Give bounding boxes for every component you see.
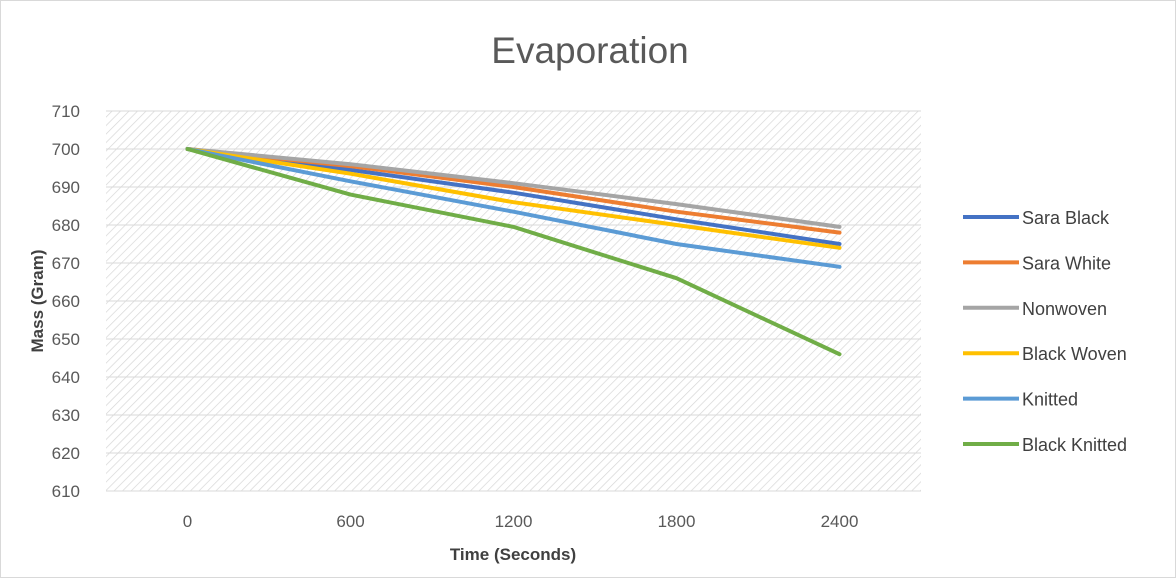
y-tick-label: 710	[52, 102, 80, 121]
legend-label: Nonwoven	[1022, 299, 1107, 319]
y-tick-label: 620	[52, 444, 80, 463]
y-tick-label: 690	[52, 178, 80, 197]
series-line	[185, 147, 842, 246]
y-tick-label: 660	[52, 292, 80, 311]
x-tick-label: 0	[183, 512, 192, 531]
y-axis: 610 620 630 640 650 660 670 680 690 700 710	[52, 102, 80, 501]
x-axis-title: Time (Seconds)	[450, 545, 576, 564]
x-tick-label: 1800	[658, 512, 696, 531]
series-line	[185, 147, 842, 357]
series-line	[185, 147, 842, 269]
legend-item: Black Knitted	[963, 435, 1127, 455]
x-tick-label: 1200	[495, 512, 533, 531]
legend-label: Black Knitted	[1022, 435, 1127, 455]
chart-title: Evaporation	[491, 30, 688, 71]
legend-item: Knitted	[963, 390, 1078, 410]
legend-item: Sara Black	[963, 208, 1110, 228]
y-tick-label: 680	[52, 216, 80, 235]
y-tick-label: 630	[52, 406, 80, 425]
y-axis-title: Mass (Gram)	[28, 250, 47, 353]
y-tick-label: 640	[52, 368, 80, 387]
series-line	[185, 147, 842, 229]
x-tick-label: 2400	[821, 512, 859, 531]
x-tick-label: 600	[336, 512, 364, 531]
legend: Sara Black Sara White Nonwoven Black Woven K…	[963, 208, 1127, 455]
x-axis: 0 600 1200 1800 2400	[183, 512, 859, 531]
legend-item: Black Woven	[963, 344, 1127, 364]
legend-label: Black Woven	[1022, 344, 1127, 364]
y-tick-label: 670	[52, 254, 80, 273]
y-tick-label: 650	[52, 330, 80, 349]
legend-label: Knitted	[1022, 390, 1078, 410]
y-tick-label: 700	[52, 140, 80, 159]
legend-label: Sara Black	[1022, 208, 1110, 228]
legend-label: Sara White	[1022, 253, 1111, 273]
legend-item: Nonwoven	[963, 299, 1107, 319]
series-line	[185, 147, 842, 250]
gridlines	[106, 110, 921, 492]
legend-item: Sara White	[963, 253, 1111, 273]
series-lines	[185, 147, 842, 357]
y-tick-label: 610	[52, 482, 80, 501]
